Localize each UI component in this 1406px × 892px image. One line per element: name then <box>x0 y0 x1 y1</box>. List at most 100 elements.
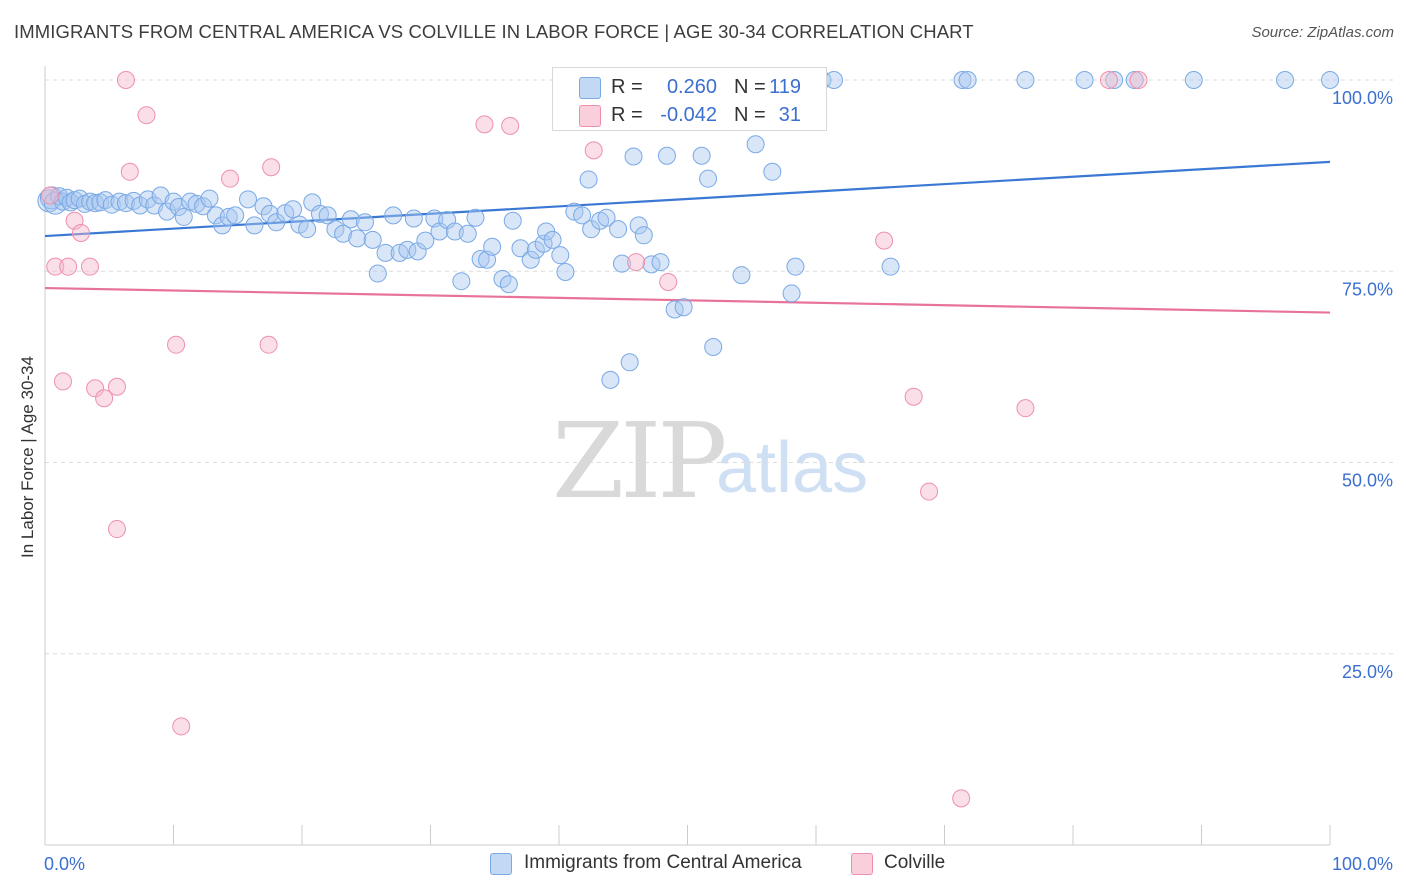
data-point-colville <box>86 379 105 398</box>
data-point-immigrants <box>219 207 238 226</box>
legend-swatch-pink <box>851 853 873 875</box>
correlation-legend: R = 0.260 N = 119 R = -0.042 N = 31 <box>552 67 827 131</box>
watermark-zip: ZIP <box>552 400 727 522</box>
n-label: N = <box>734 76 766 98</box>
data-point-immigrants <box>503 211 522 230</box>
data-point-immigrants <box>958 71 977 89</box>
watermark-atlas: atlas <box>716 428 869 508</box>
data-point-immigrants <box>1075 71 1094 89</box>
r-label: R = <box>611 76 643 98</box>
data-point-immigrants <box>206 206 225 225</box>
data-point-immigrants <box>254 197 273 216</box>
data-point-colville <box>80 257 99 276</box>
trend-lines <box>44 160 1331 314</box>
data-point-colville <box>1099 71 1118 89</box>
data-point-colville <box>172 717 191 736</box>
source-credit: Source: ZipAtlas.com <box>1251 24 1394 41</box>
data-point-colville <box>53 372 72 391</box>
n-value: 119 <box>769 76 801 98</box>
data-point-immigrants <box>226 206 245 225</box>
data-point-immigrants <box>543 230 562 249</box>
data-point-immigrants <box>699 169 718 188</box>
legend-row-pink: R = -0.042 N = 31 <box>553 101 826 129</box>
r-value: -0.042 <box>660 104 717 126</box>
data-point-immigrants <box>732 266 751 285</box>
data-point-immigrants <box>674 298 693 317</box>
data-point-colville <box>920 482 939 501</box>
data-point-immigrants <box>1105 71 1124 89</box>
data-point-immigrants <box>609 220 628 239</box>
data-point-immigrants <box>200 189 219 208</box>
data-point-immigrants <box>466 208 485 227</box>
data-point-colville <box>137 106 156 125</box>
legend-swatch-blue <box>490 853 512 875</box>
data-point-immigrants <box>629 216 648 235</box>
data-point-immigrants <box>1276 71 1295 89</box>
data-point-immigrants <box>782 284 801 303</box>
data-point-immigrants <box>1321 71 1339 89</box>
data-point-immigrants <box>1016 71 1035 89</box>
data-point-colville <box>501 116 520 135</box>
r-label: R = <box>611 104 643 126</box>
r-value: 0.260 <box>666 76 717 98</box>
data-point-immigrants <box>786 257 805 276</box>
data-point-colville <box>107 520 126 539</box>
legend-row-blue: R = 0.260 N = 119 <box>553 73 826 101</box>
legend-label: Immigrants from Central America <box>524 852 802 873</box>
y-tick-label: 25.0% <box>1342 662 1393 682</box>
legend-swatch-blue <box>579 77 601 99</box>
data-point-immigrants <box>704 337 723 356</box>
data-point-colville <box>167 335 186 354</box>
data-point-colville <box>116 71 135 89</box>
data-point-colville <box>221 169 240 188</box>
data-point-colville <box>475 115 494 134</box>
data-point-immigrants <box>1125 71 1144 89</box>
data-point-immigrants <box>573 206 592 225</box>
data-point-immigrants <box>579 170 598 189</box>
y-tick-label: 75.0% <box>1342 279 1393 299</box>
data-point-immigrants <box>416 231 435 250</box>
data-point-immigrants <box>318 206 337 225</box>
data-point-immigrants <box>110 192 129 211</box>
data-point-immigrants <box>310 204 329 223</box>
data-point-colville <box>875 231 894 250</box>
data-point-colville <box>95 389 114 408</box>
data-point-colville <box>41 186 60 205</box>
data-point-immigrants <box>551 246 570 265</box>
data-point-immigrants <box>601 370 620 389</box>
data-point-immigrants <box>458 224 477 243</box>
data-point-immigrants <box>953 71 972 89</box>
data-point-immigrants <box>298 220 317 239</box>
data-point-immigrants <box>348 229 367 248</box>
data-points <box>37 71 1339 808</box>
data-point-colville <box>1129 71 1148 89</box>
data-point-immigrants <box>1184 71 1203 89</box>
data-point-immigrants <box>624 147 643 166</box>
legend-swatch-pink <box>579 105 601 127</box>
trend-line <box>44 160 1331 238</box>
data-point-immigrants <box>651 253 670 272</box>
legend-label: Colville <box>884 852 946 873</box>
x-tick-label: 100.0% <box>1332 854 1393 874</box>
data-point-colville <box>659 272 678 291</box>
data-point-immigrants <box>245 216 264 235</box>
data-point-colville <box>584 141 603 160</box>
data-point-immigrants <box>612 254 631 273</box>
data-point-immigrants <box>408 242 427 261</box>
data-point-immigrants <box>355 213 374 232</box>
data-point-immigrants <box>471 250 490 269</box>
data-point-immigrants <box>746 135 765 154</box>
trend-line <box>44 286 1331 314</box>
data-point-immigrants <box>158 202 177 221</box>
data-point-colville <box>107 377 126 396</box>
data-point-colville <box>46 257 65 276</box>
n-label: N = <box>734 104 766 126</box>
data-point-immigrants <box>404 209 423 228</box>
data-point-immigrants <box>341 210 360 229</box>
data-point-immigrants <box>239 190 258 209</box>
data-point-immigrants <box>384 206 403 225</box>
data-point-immigrants <box>376 243 395 262</box>
data-point-immigrants <box>284 200 303 219</box>
data-point-colville <box>1016 399 1035 418</box>
